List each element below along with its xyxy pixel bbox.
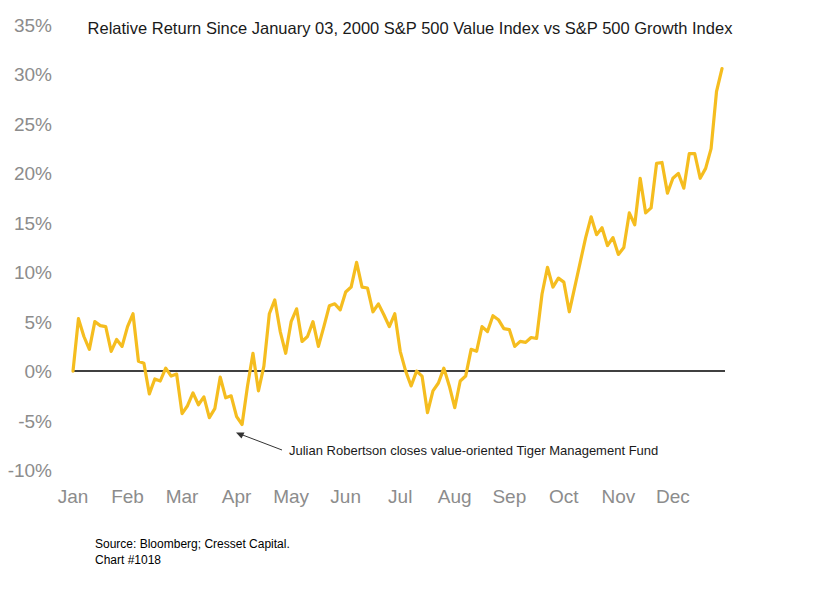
y-tick-label: 30% [14,64,52,85]
plot-area [73,69,725,425]
footnote: Chart #1018 [95,553,161,567]
x-tick-label: Jan [58,486,89,507]
y-tick-label: 15% [14,213,52,234]
x-tick-label: Dec [656,486,690,507]
y-tick-label: 35% [14,15,52,36]
y-tick-label: 20% [14,163,52,184]
x-tick-label: May [273,486,309,507]
x-tick-label: Feb [111,486,144,507]
x-tick-label: Mar [166,486,199,507]
title: Relative Return Since January 03, 2000 S… [88,19,734,37]
x-tick-label: Apr [222,486,252,507]
annotation-arrowhead [236,433,245,439]
x-tick-label: Aug [438,486,472,507]
x-tick-label: Jun [330,486,361,507]
y-tick-label: 5% [25,312,53,333]
x-tick-label: Nov [601,486,635,507]
y-tick-label: 10% [14,262,52,283]
annotation: Julian Robertson closes value-oriented T… [289,443,658,458]
y-tick-label: -10% [8,460,52,481]
annotation-arrow [240,434,282,450]
x-tick-label: Jul [388,486,412,507]
y-tick-label: 0% [25,361,53,382]
series-line [73,69,722,425]
source: Source: Bloomberg; Cresset Capital. [95,537,290,551]
zero-line [73,370,725,372]
chart: Relative Return Since January 03, 2000 S… [0,0,820,596]
y-tick-label: 25% [14,114,52,135]
x-tick-label: Sep [492,486,526,507]
x-tick-label: Oct [549,486,579,507]
y-tick-label: -5% [18,411,52,432]
